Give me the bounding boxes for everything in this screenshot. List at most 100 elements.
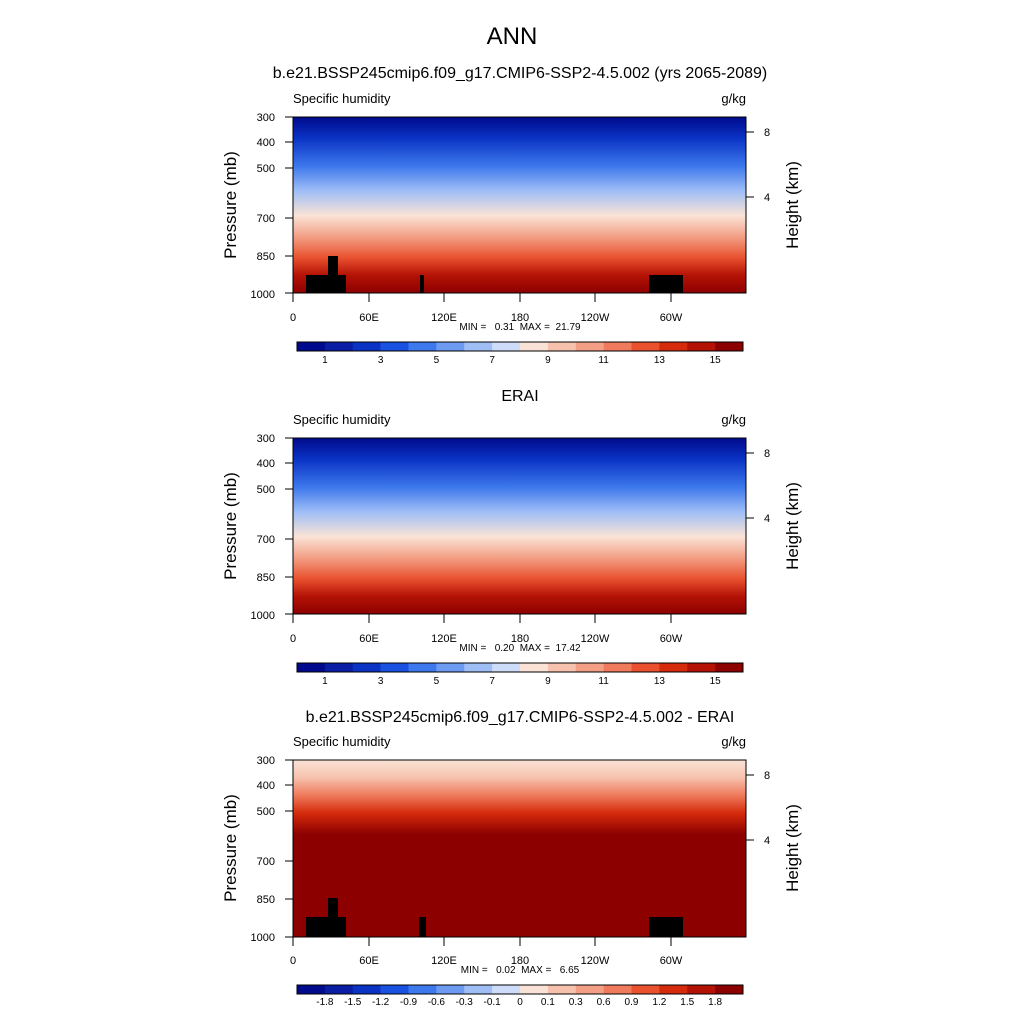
colorbar-tick-label: 1.5 [680, 997, 694, 1008]
colorbar-tick-label: 7 [489, 355, 495, 366]
colorbar-tick-label: -1.2 [372, 997, 390, 1008]
missing-block [306, 275, 346, 293]
panel-3-colorbar: -1.8 -1.5 -1.2 -0.9 -0.6 -0.3 -0.1 0 0.1 0.3 0.6 0.… [296, 984, 744, 1008]
colorbar-swatch [603, 985, 632, 994]
colorbar-swatch [436, 663, 465, 672]
colorbar-swatch [659, 985, 688, 994]
colorbar-swatch [436, 342, 465, 351]
panel-1-y2label: Height (km) [783, 161, 802, 249]
y-tick-label: 1000 [251, 610, 275, 622]
colorbar-swatch [715, 342, 744, 351]
colorbar-swatch [547, 342, 577, 351]
colorbar-frame [296, 984, 744, 995]
y2-tick-label: 4 [764, 192, 770, 204]
x-tick-label: 120E [431, 312, 457, 324]
panel-2-x-ticks: 0 60E 120E 180 120W 60W [290, 633, 683, 645]
y2-tick-label: 4 [764, 513, 770, 525]
panel-1-x-ticks: 0 60E 120E 180 120W 60W [290, 312, 683, 324]
colorbar-swatch [631, 985, 660, 994]
colorbar-tick-label: 0.6 [597, 997, 611, 1008]
colorbar-tick-label: 1 [322, 676, 328, 687]
colorbar-swatch [575, 985, 604, 994]
x-tick-label: 0 [290, 633, 296, 645]
panel-3-y2label: Height (km) [783, 804, 802, 892]
y-tick-label: 850 [257, 572, 275, 584]
panel-1-y-tick-marks [285, 116, 293, 294]
panel-2: ERAI Specific humidity g/kg Pressure (mb… [221, 388, 802, 687]
missing-block [420, 275, 424, 293]
panel-1-x-tick-marks [292, 293, 672, 302]
panel-3-ylabel: Pressure (mb) [221, 794, 240, 902]
colorbar-swatch [659, 663, 688, 672]
y-tick-label: 300 [257, 433, 275, 445]
y-tick-label: 300 [257, 112, 275, 124]
colorbar-swatch [324, 342, 354, 351]
panel-1-left-label: Specific humidity [293, 91, 391, 106]
colorbar-tick-label: 13 [654, 676, 666, 687]
missing-block [419, 917, 426, 937]
panel-3-x-tick-marks [292, 937, 672, 946]
y-tick-label: 400 [257, 458, 275, 470]
panel-3-missing-land [306, 898, 683, 937]
colorbar-swatch [687, 342, 716, 351]
colorbar-tick-label: 0.1 [541, 997, 555, 1008]
colorbar-swatch [324, 985, 354, 994]
missing-block [649, 275, 683, 293]
colorbar-swatch [297, 342, 326, 351]
colorbar-swatch [408, 663, 437, 672]
colorbar-swatch [547, 663, 577, 672]
colorbar-tick-label: -0.6 [428, 997, 446, 1008]
colorbar-swatch [547, 985, 577, 994]
panel-1-ylabel: Pressure (mb) [221, 151, 240, 259]
colorbar-swatch [380, 663, 409, 672]
panel-2-field [293, 438, 746, 614]
colorbar-swatch [492, 985, 521, 994]
colorbar-swatch [575, 342, 604, 351]
x-tick-label: 60W [660, 312, 683, 324]
panel-1-title: b.e21.BSSP245cmip6.f09_g17.CMIP6-SSP2-4.… [273, 65, 768, 82]
panel-1-missing-land [306, 256, 683, 293]
panel-2-colorbar: 1 3 5 7 9 11 13 15 [296, 662, 744, 687]
colorbar-swatch [464, 663, 493, 672]
y2-tick-label: 8 [764, 127, 770, 139]
panel-3-title: b.e21.BSSP245cmip6.f09_g17.CMIP6-SSP2-4.… [306, 709, 735, 726]
panel-3-left-label: Specific humidity [293, 734, 391, 749]
colorbar-swatch [324, 663, 354, 672]
x-tick-label: 0 [290, 955, 296, 967]
x-tick-label: 60W [660, 955, 683, 967]
x-tick-label: 120W [581, 312, 610, 324]
colorbar-swatch [464, 985, 493, 994]
colorbar-swatch [464, 342, 493, 351]
panel-2-y2-ticks: 8 4 [746, 448, 770, 525]
colorbar-swatch [603, 663, 632, 672]
colorbar-swatch [436, 985, 465, 994]
y-tick-label: 400 [257, 780, 275, 792]
y-tick-label: 300 [257, 755, 275, 767]
y-tick-label: 700 [257, 213, 275, 225]
colorbar-tick-label: 3 [378, 355, 384, 366]
colorbar-swatch [492, 342, 521, 351]
panel-3-stats: MIN = 0.02 MAX = 6.65 [461, 965, 580, 976]
panel-1-stats: MIN = 0.31 MAX = 21.79 [459, 322, 581, 333]
missing-block [306, 917, 346, 937]
page-title: ANN [487, 23, 538, 50]
panel-3: b.e21.BSSP245cmip6.f09_g17.CMIP6-SSP2-4.… [221, 709, 802, 1008]
x-tick-label: 120E [431, 955, 457, 967]
panel-2-ylabel: Pressure (mb) [221, 472, 240, 580]
panel-1-y-ticks: 300 400 500 700 850 1000 [251, 112, 275, 301]
colorbar-swatch [520, 342, 549, 351]
panel-2-y-ticks: 300 400 500 700 850 1000 [251, 433, 275, 622]
panel-3-right-label: g/kg [721, 734, 746, 749]
y2-tick-label: 8 [764, 770, 770, 782]
colorbar-tick-label: 15 [710, 355, 722, 366]
colorbar-swatch [715, 985, 744, 994]
y-tick-label: 500 [257, 163, 275, 175]
colorbar-swatch [659, 342, 688, 351]
y-tick-label: 1000 [251, 289, 275, 301]
colorbar-tick-label: 9 [545, 676, 551, 687]
x-tick-label: 0 [290, 312, 296, 324]
panel-1-y2-ticks: 8 4 [746, 127, 770, 204]
panel-2-x-tick-marks [292, 614, 672, 623]
panel-3-x-ticks: 0 60E 120E 180 120W 60W [290, 955, 683, 967]
panel-3-field [293, 760, 746, 937]
